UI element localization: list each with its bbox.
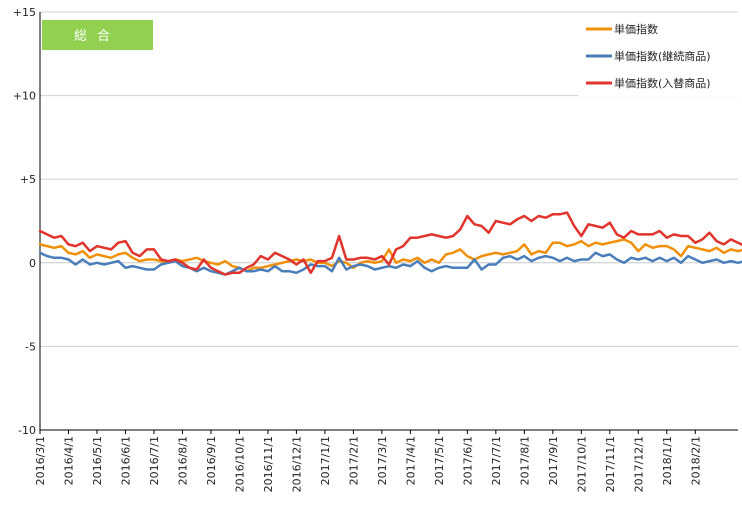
x-tick-label: 2017/1/1 [319,436,332,485]
series-line-2 [38,251,742,276]
legend-label-1: 単価指数 [614,22,658,36]
axes [39,12,738,431]
x-tick-label: 2017/4/1 [404,436,417,485]
x-tick-label: 2017/12/1 [632,436,645,492]
series-lines [38,211,742,276]
x-tick-label: 2017/9/1 [547,436,560,485]
badge-background [42,20,153,50]
x-tick-label: 2017/5/1 [433,436,446,485]
x-tick-label: 2016/4/1 [62,436,75,485]
x-tick-label: 2016/6/1 [119,436,132,485]
x-tick-label: 2016/3/1 [34,436,47,485]
x-tick-label: 2017/3/1 [376,436,389,485]
x-tick-label: 2016/5/1 [91,436,104,485]
x-tick-label: 2017/6/1 [461,436,474,485]
badge: 総合 [42,20,153,50]
x-tick-label: 2016/11/1 [262,436,275,492]
legend-label-2: 単価指数(継続商品) [614,49,711,63]
x-tick-label: 2017/11/1 [604,436,617,492]
x-tick-label: 2017/10/1 [575,436,588,492]
legend-label-3: 単価指数(入替商品) [614,76,711,90]
y-tick-label: 0 [29,257,36,270]
x-tick-label: 2018/2/1 [689,436,702,485]
y-axis-tick-labels: +15 +10 +5 0 -5 -10 [13,6,36,437]
x-tick-label: 2016/12/1 [290,436,303,492]
x-tick-label: 2017/2/1 [347,436,360,485]
y-tick-label: -5 [25,340,36,353]
y-tick-label: +5 [20,173,36,186]
x-tick-label: 2016/8/1 [176,436,189,485]
x-tick-label: 2016/10/1 [233,436,246,492]
x-tick-label: 2017/8/1 [518,436,531,485]
badge-label: 総合 [74,29,120,44]
y-tick-label: +10 [13,90,36,103]
x-tick-label: 2018/1/1 [661,436,674,485]
x-tick-label: 2017/7/1 [490,436,503,485]
x-axis-tick-labels: 2016/3/1 2016/4/1 2016/5/1 2016/6/1 2016/7/1… [34,430,702,492]
x-tick-label: 2016/9/1 [205,436,218,485]
y-tick-label: +15 [13,6,36,19]
y-tick-label: -10 [18,424,36,437]
series-line-3 [38,211,742,276]
x-tick-label: 2016/7/1 [148,436,161,485]
